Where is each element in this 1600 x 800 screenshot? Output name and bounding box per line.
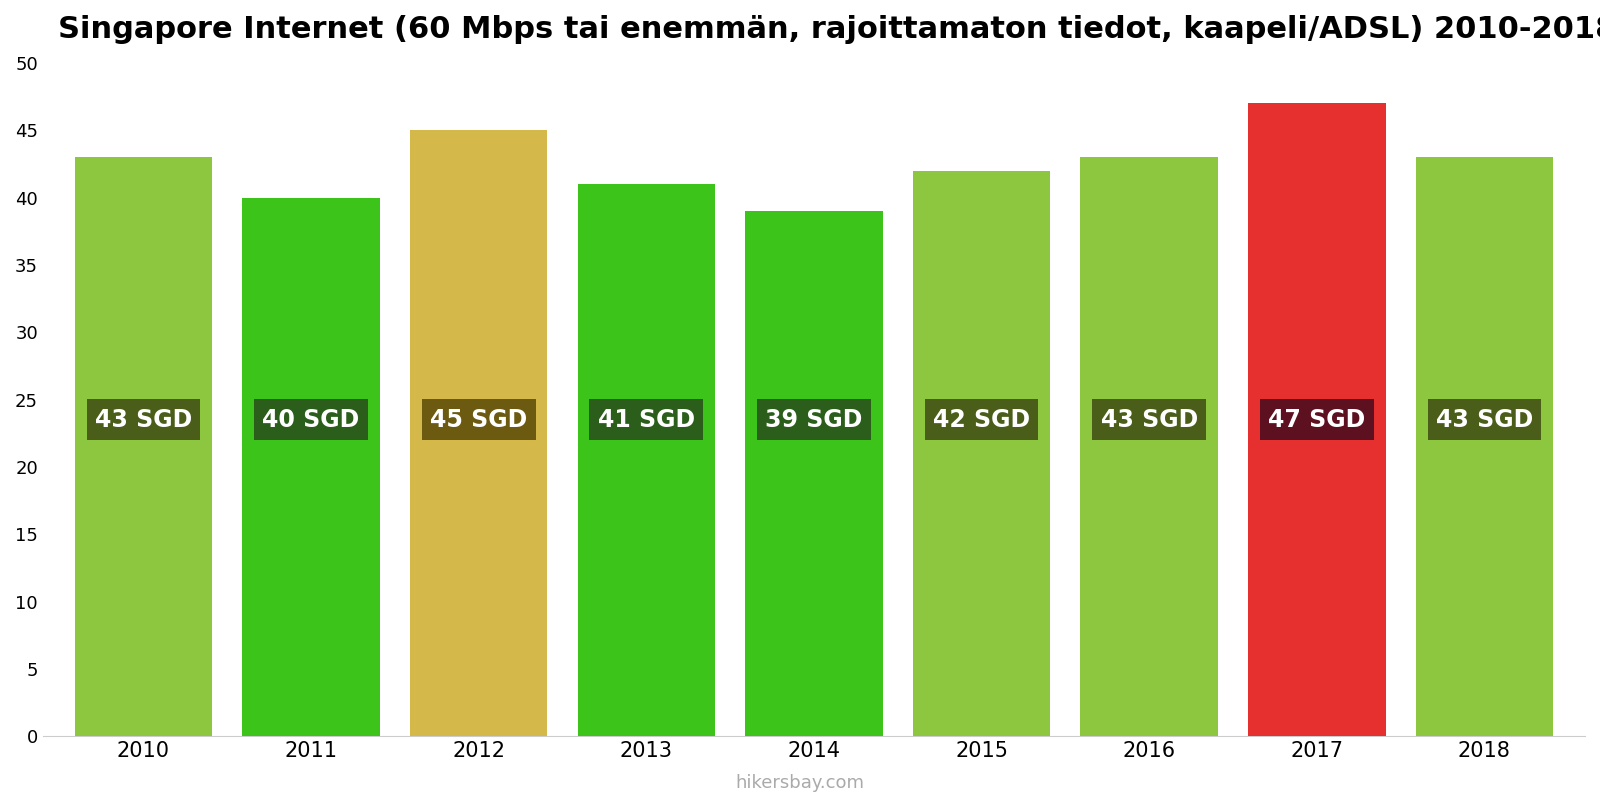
Text: 42 SGD: 42 SGD	[933, 408, 1030, 432]
Bar	[578, 184, 715, 736]
Text: 41 SGD: 41 SGD	[598, 408, 694, 432]
Bar	[75, 158, 213, 736]
Text: hikersbay.com: hikersbay.com	[736, 774, 864, 792]
Bar	[1080, 158, 1218, 736]
Text: 43 SGD: 43 SGD	[94, 408, 192, 432]
Bar	[410, 130, 547, 736]
Text: 43 SGD: 43 SGD	[1435, 408, 1533, 432]
Text: 40 SGD: 40 SGD	[262, 408, 360, 432]
Bar	[914, 170, 1050, 736]
Text: Singapore Internet (60 Mbps tai enemmän, rajoittamaton tiedot, kaapeli/ADSL) 201: Singapore Internet (60 Mbps tai enemmän,…	[58, 15, 1600, 44]
Text: 45 SGD: 45 SGD	[430, 408, 528, 432]
Text: 47 SGD: 47 SGD	[1269, 408, 1365, 432]
Text: 39 SGD: 39 SGD	[765, 408, 862, 432]
Text: 43 SGD: 43 SGD	[1101, 408, 1198, 432]
Bar	[242, 198, 379, 736]
Bar	[746, 211, 883, 736]
Bar	[1248, 103, 1386, 736]
Bar	[1416, 158, 1554, 736]
